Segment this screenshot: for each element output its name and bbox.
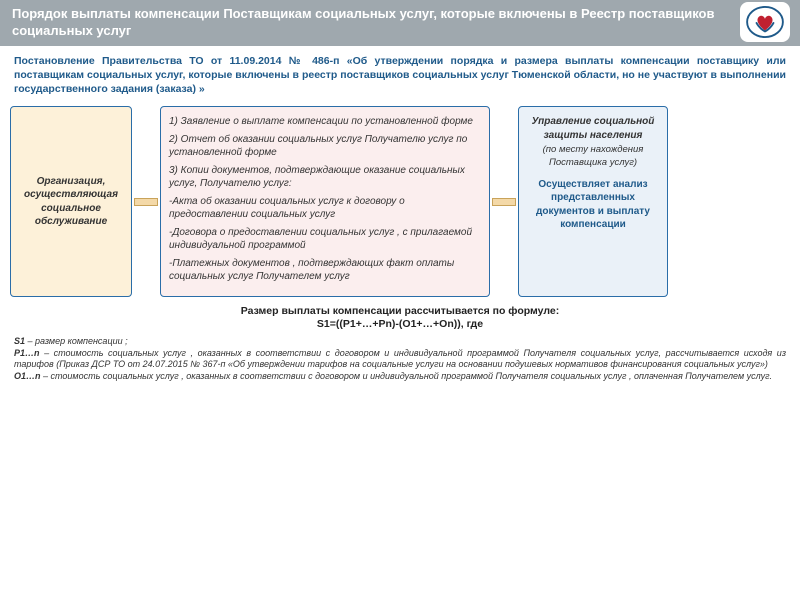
decree-text: Постановление Правительства ТО от 11.09.… xyxy=(0,46,800,103)
doc-item-2: 2) Отчет об оказании социальных услуг По… xyxy=(169,133,481,160)
authority-sub: (по месту нахождения Поставщика услуг) xyxy=(527,144,659,170)
logo xyxy=(740,2,790,42)
formula-block: Размер выплаты компенсации рассчитываетс… xyxy=(0,301,800,383)
var-s1-desc: – размер компенсации ; xyxy=(25,336,128,346)
page-header: Порядок выплаты компенсации Поставщикам … xyxy=(0,0,800,46)
var-s1: S1 xyxy=(14,336,25,346)
var-p-desc: – стоимость социальных услуг , оказанных… xyxy=(14,348,786,370)
doc-item-3: 3) Копии документов, подтверждающие оказ… xyxy=(169,164,481,191)
authority-box: Управление социальной защиты населения (… xyxy=(518,106,668,297)
formula-title-line1: Размер выплаты компенсации рассчитываетс… xyxy=(241,305,559,317)
formula-title: Размер выплаты компенсации рассчитываетс… xyxy=(14,305,786,332)
heart-logo-icon xyxy=(746,6,784,38)
var-o-desc: – стоимость социальных услуг , оказанных… xyxy=(41,371,773,381)
doc-bullet-2: -Договора о предоставлении социальных ус… xyxy=(169,226,481,253)
authority-action: Осуществляет анализ представленных докум… xyxy=(527,178,659,232)
flow-diagram: Организация, осуществляющая социальное о… xyxy=(0,102,800,301)
formula-title-line2: S1=((P1+…+Pn)-(O1+…+On)), где xyxy=(317,318,483,330)
formula-description: S1 – размер компенсации ; P1…n – стоимос… xyxy=(14,336,786,383)
var-o: O1…n xyxy=(14,371,41,381)
doc-item-1: 1) Заявление о выплате компенсации по ус… xyxy=(169,115,481,129)
org-box: Организация, осуществляющая социальное о… xyxy=(10,106,132,297)
doc-bullet-3: -Платежных документов , подтверждающих ф… xyxy=(169,257,481,284)
connector-2 xyxy=(490,106,518,297)
header-title: Порядок выплаты компенсации Поставщикам … xyxy=(12,6,714,38)
authority-title: Управление социальной защиты населения xyxy=(527,115,659,142)
org-box-text: Организация, осуществляющая социальное о… xyxy=(19,175,123,229)
var-p: P1…n xyxy=(14,348,40,358)
connector-1 xyxy=(132,106,160,297)
doc-bullet-1: -Акта об оказании социальных услуг к дог… xyxy=(169,195,481,222)
documents-box: 1) Заявление о выплате компенсации по ус… xyxy=(160,106,490,297)
